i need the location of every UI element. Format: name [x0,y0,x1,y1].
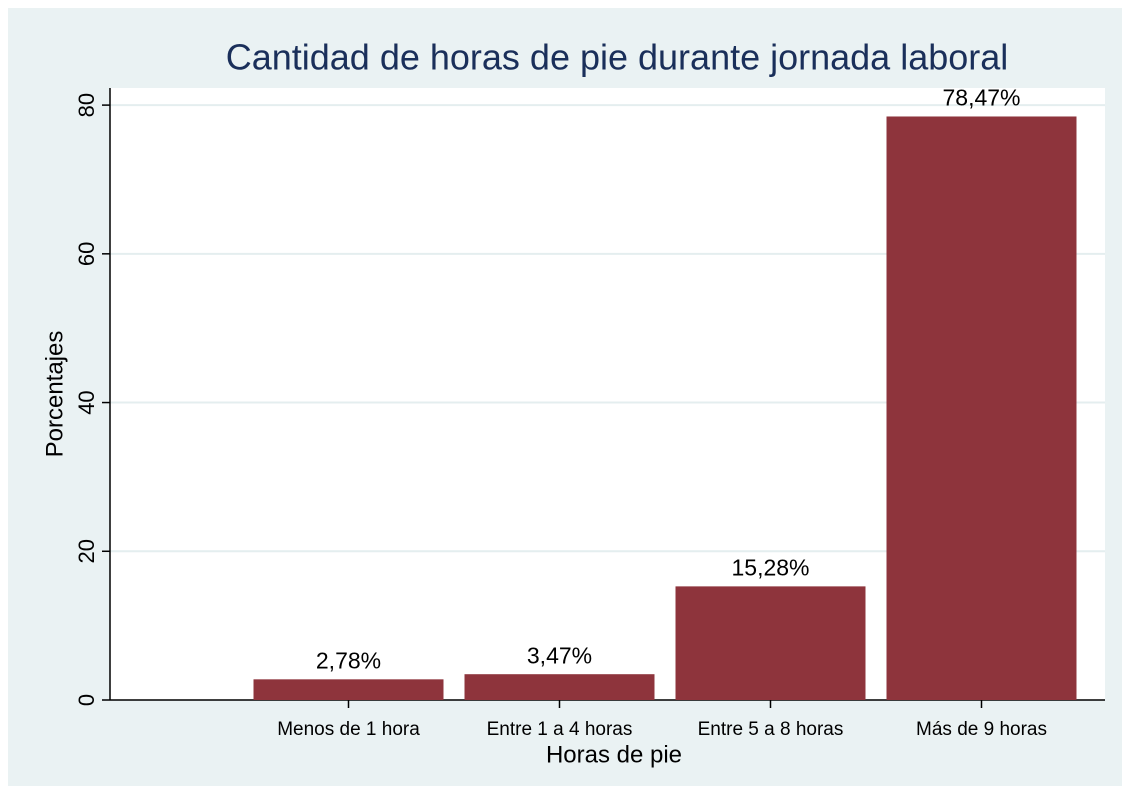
value-label: 78,47% [942,85,1020,111]
y-tick-label: 60 [74,242,99,266]
y-tick-label: 40 [74,390,99,414]
y-tick-label: 20 [74,539,99,563]
bar [675,586,866,700]
x-axis-title: Horas de pie [546,741,682,768]
y-tick-label: 0 [74,694,99,706]
value-label: 3,47% [527,642,592,668]
value-label: 15,28% [731,554,809,580]
x-tick-label: Entre 1 a 4 horas [487,719,633,740]
y-tick-label: 80 [74,93,99,117]
x-tick-label: Más de 9 horas [916,719,1047,740]
x-tick-label: Menos de 1 hora [277,719,420,740]
bar [464,674,655,700]
y-axis-title: Porcentajes [41,331,68,458]
bar [886,116,1077,700]
chart-title: Cantidad de horas de pie durante jornada… [226,37,1009,78]
value-label: 2,78% [316,647,381,673]
x-tick-label: Entre 5 a 8 horas [698,719,844,740]
bar [253,679,444,700]
